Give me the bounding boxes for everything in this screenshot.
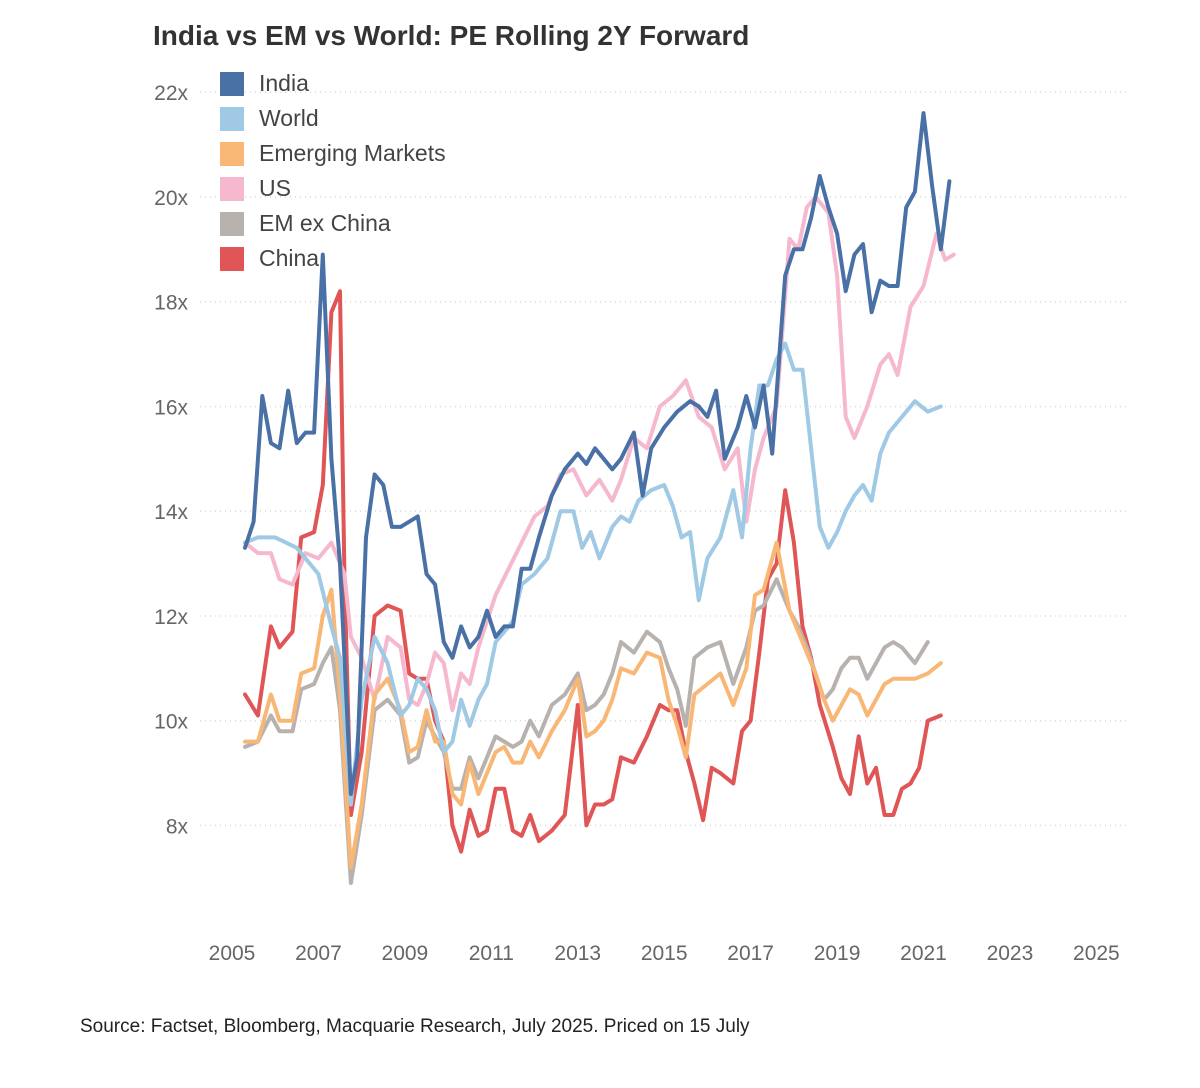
legend-swatch	[220, 246, 244, 271]
y-tick-label: 8x	[166, 815, 189, 838]
legend: India World Emerging Markets US EM ex China C…	[220, 66, 446, 276]
legend-swatch	[220, 71, 244, 96]
y-axis-ticks: 8x 10x 12x 14x 16x 18x 20x 22x	[154, 82, 188, 838]
legend-item-world: World	[220, 101, 446, 136]
legend-label: World	[259, 105, 319, 131]
legend-label: Emerging Markets	[259, 140, 446, 166]
legend-item-emerging-markets: Emerging Markets	[220, 136, 446, 171]
legend-label: China	[259, 245, 320, 271]
y-tick-label: 20x	[154, 187, 188, 210]
legend-swatch	[220, 176, 244, 201]
legend-label: US	[259, 175, 291, 201]
legend-label: EM ex China	[259, 210, 391, 236]
y-tick-label: 22x	[154, 82, 188, 105]
y-tick-label: 18x	[154, 292, 188, 315]
x-axis-ticks: 2005 2007 2009 2011 2013 2015 2017 2019 2021 2023…	[209, 942, 1120, 965]
x-tick-label: 2015	[641, 942, 688, 965]
x-tick-label: 2017	[727, 942, 774, 965]
legend-swatch	[220, 211, 244, 236]
legend-item-india: India	[220, 66, 446, 101]
grid-lines	[200, 91, 1130, 827]
source-note: Source: Factset, Bloomberg, Macquarie Re…	[80, 1016, 750, 1037]
legend-item-us: US	[220, 171, 446, 206]
x-tick-label: 2007	[295, 942, 342, 965]
series-line-world	[243, 341, 943, 807]
y-tick-label: 16x	[154, 396, 188, 419]
series-line-china	[243, 289, 943, 854]
x-tick-label: 2011	[469, 942, 514, 965]
line-chart: 8x 10x 12x 14x 16x 18x 20x 22x 2005 2007 2009 2011…	[154, 82, 1130, 965]
x-tick-label: 2023	[987, 942, 1034, 965]
x-tick-label: 2013	[554, 942, 601, 965]
x-tick-label: 2019	[814, 942, 861, 965]
y-tick-label: 10x	[154, 711, 188, 734]
legend-swatch	[220, 141, 244, 166]
x-tick-label: 2005	[209, 942, 256, 965]
y-tick-label: 12x	[154, 606, 188, 629]
legend-swatch	[220, 106, 244, 131]
x-tick-label: 2021	[900, 942, 947, 965]
legend-label: India	[259, 70, 309, 96]
legend-item-em-ex-china: EM ex China	[220, 206, 446, 241]
series-line-us	[243, 194, 956, 713]
series-line-emerging-markets	[243, 540, 943, 870]
chart-title: India vs EM vs World: PE Rolling 2Y Forw…	[153, 20, 750, 51]
x-tick-label: 2009	[382, 942, 429, 965]
y-tick-label: 14x	[154, 501, 188, 524]
series-line-india	[243, 111, 952, 796]
legend-item-china: China	[220, 241, 446, 276]
x-tick-label: 2025	[1073, 942, 1120, 965]
series-lines	[243, 111, 956, 885]
